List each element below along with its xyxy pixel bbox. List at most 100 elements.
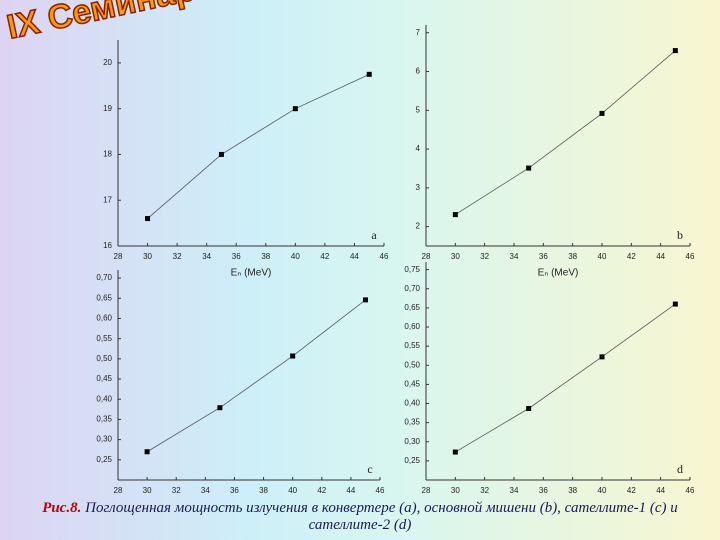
x-tick-label: 34	[510, 252, 519, 261]
data-point	[362, 297, 368, 303]
x-axis-label: Eₙ (MeV)	[538, 268, 579, 279]
caption: Рис.8. Поглощенная мощность излучения в …	[0, 500, 720, 534]
data-line	[455, 303, 676, 453]
x-tick-label: 42	[320, 252, 329, 261]
data-point	[672, 301, 678, 307]
y-tick-label: 7	[416, 28, 421, 37]
x-tick-label: 38	[261, 252, 270, 261]
y-tick-label: 0,70	[96, 273, 112, 282]
x-tick-label: 44	[656, 252, 665, 261]
y-tick-label: 0,65	[404, 303, 420, 312]
x-tick-label: 34	[201, 486, 210, 495]
y-tick-label: 0,30	[96, 435, 112, 444]
x-tick-label: 30	[451, 486, 460, 495]
data-line	[147, 73, 370, 219]
x-tick-label: 28	[422, 252, 431, 261]
y-tick-label: 17	[103, 195, 112, 204]
y-tick-label: 0,65	[96, 293, 112, 302]
y-tick-label: 0,50	[96, 354, 112, 363]
x-tick-label: 44	[346, 486, 355, 495]
data-point	[672, 48, 678, 54]
data-point	[599, 354, 605, 360]
x-tick-label: 32	[172, 486, 181, 495]
x-tick-label: 36	[232, 252, 241, 261]
x-tick-label: 30	[143, 486, 152, 495]
data-point	[526, 405, 532, 411]
y-tick-label: 0,70	[404, 284, 420, 293]
panel-label: c	[367, 462, 372, 476]
x-tick-label: 46	[376, 486, 385, 495]
x-tick-label: 44	[656, 486, 665, 495]
panel-label: a	[371, 228, 377, 242]
slide-title: IX Семинар	[4, 0, 199, 47]
x-tick-label: 30	[143, 252, 152, 261]
x-tick-label: 32	[173, 252, 182, 261]
data-point	[452, 212, 458, 218]
y-tick-label: 0,50	[404, 360, 420, 369]
x-tick-label: 30	[451, 252, 460, 261]
y-tick-label: 0,55	[404, 341, 420, 350]
x-tick-label: 40	[598, 486, 607, 495]
y-tick-label: 0,25	[404, 456, 420, 465]
x-tick-label: 46	[380, 252, 389, 261]
x-tick-label: 46	[686, 486, 695, 495]
x-tick-label: 42	[627, 486, 636, 495]
y-tick-label: 0,25	[96, 455, 112, 464]
x-tick-label: 28	[422, 486, 431, 495]
x-tick-label: 36	[539, 252, 548, 261]
x-tick-label: 38	[259, 486, 268, 495]
data-point	[144, 449, 150, 455]
y-tick-label: 16	[103, 241, 112, 250]
x-tick-label: 28	[114, 486, 123, 495]
y-tick-label: 0,45	[96, 374, 112, 383]
data-point	[292, 106, 298, 112]
x-tick-label: 38	[568, 486, 577, 495]
y-tick-label: 2	[416, 222, 421, 231]
data-line	[455, 50, 676, 215]
y-tick-label: 6	[416, 67, 421, 76]
y-tick-label: 4	[416, 144, 421, 153]
caption-text: Поглощенная мощность излучения в конверт…	[85, 500, 678, 533]
y-tick-label: 0,40	[404, 399, 420, 408]
data-point	[452, 449, 458, 455]
y-tick-label: 18	[103, 150, 112, 159]
y-tick-label: 5	[416, 105, 421, 114]
x-tick-label: 40	[598, 252, 607, 261]
y-tick-label: 0,45	[404, 379, 420, 388]
charts: IX Семинар 28 30 32 34 36 38 40 42 44 46161718192…	[3, 0, 695, 495]
x-tick-label: 28	[114, 252, 123, 261]
x-tick-label: 36	[230, 486, 239, 495]
y-tick-label: 0,35	[404, 418, 420, 427]
y-tick-label: 0,30	[404, 437, 420, 446]
data-point	[290, 353, 296, 359]
x-tick-label: 34	[510, 486, 519, 495]
y-tick-label: 0,55	[96, 334, 112, 343]
data-point	[218, 151, 224, 157]
x-tick-label: 40	[288, 486, 297, 495]
caption-lead: Рис.8.	[42, 500, 82, 516]
data-point	[145, 216, 151, 222]
y-tick-label: 0,35	[96, 415, 112, 424]
panel-label: b	[677, 228, 683, 242]
y-tick-label: 20	[103, 58, 112, 67]
x-tick-label: 32	[480, 486, 489, 495]
x-tick-label: 44	[350, 252, 359, 261]
y-tick-label: 3	[416, 183, 421, 192]
data-point	[599, 110, 605, 116]
data-point	[366, 71, 372, 77]
x-tick-label: 42	[627, 252, 636, 261]
data-line	[146, 299, 366, 453]
y-tick-label: 0,40	[96, 394, 112, 403]
x-tick-label: 40	[291, 252, 300, 261]
data-point	[217, 405, 223, 411]
y-tick-label: 19	[103, 104, 112, 113]
x-tick-label: 34	[202, 252, 211, 261]
x-tick-label: 32	[480, 252, 489, 261]
x-tick-label: 46	[686, 252, 695, 261]
panel-label: d	[677, 462, 683, 476]
y-tick-label: 0,60	[96, 314, 112, 323]
x-axis-label: Eₙ (MeV)	[231, 268, 272, 279]
x-tick-label: 36	[539, 486, 548, 495]
x-tick-label: 38	[568, 252, 577, 261]
